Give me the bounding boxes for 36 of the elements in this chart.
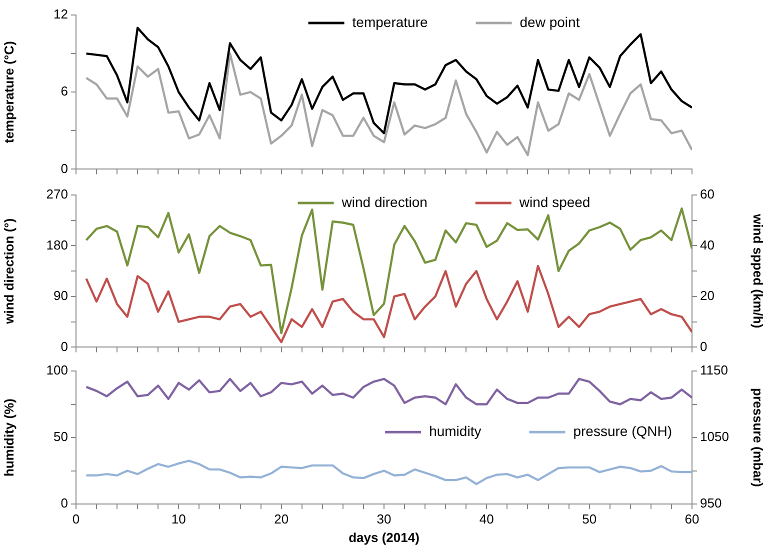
y2-tick-label: 950 [700,496,722,511]
y-tick-label: 90 [54,288,68,304]
x-tick-label: 40 [479,511,494,526]
y2-tick-label: 20 [700,288,714,304]
y-tick-label: 50 [54,429,68,444]
legend-label: pressure (QNH) [573,423,672,440]
y-axis-title: humidity (%) [1,398,16,476]
y-tick-label: 0 [60,160,68,176]
y-tick-label: 270 [46,186,68,202]
y-axis-title: temperature (°C) [1,41,16,144]
legend-label: dew point [520,14,580,30]
y2-tick-label: 1150 [700,362,728,378]
legend-label: wind direction [340,194,428,210]
legend-label: wind speed [518,194,590,210]
x-tick-label: 50 [582,511,597,526]
y-tick-label: 0 [60,338,68,354]
y-tick-label: 100 [46,362,68,378]
y2-axis-title: wind spped (km/h) [750,213,766,328]
x-tick-label: 0 [72,511,80,526]
y-tick-label: 12 [54,6,68,22]
x-tick-label: 20 [274,511,289,526]
y-tick-label: 0 [60,496,68,511]
x-axis-title: days (2014) [348,530,420,545]
legend-label: humidity [429,423,482,440]
y-tick-label: 180 [46,237,68,252]
y2-tick-label: 1050 [700,429,729,444]
y2-axis-title: pressure (mbar) [750,388,766,487]
y-tick-label: 6 [60,84,68,99]
legend-label: temperature [352,14,428,30]
y2-tick-label: 60 [700,186,714,202]
x-tick-label: 30 [376,511,392,526]
y2-tick-label: 0 [700,338,708,354]
x-tick-label: 60 [684,511,700,526]
y-axis-title: wind direction (°) [1,218,16,325]
x-tick-label: 10 [171,511,186,526]
y2-tick-label: 40 [700,237,714,252]
